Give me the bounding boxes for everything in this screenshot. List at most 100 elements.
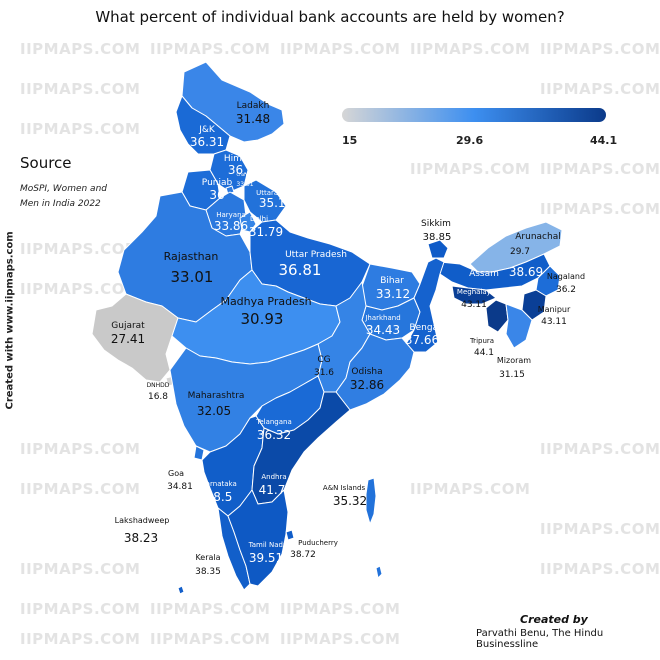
region-value-meghalaya: 43.11 bbox=[461, 300, 487, 310]
region-name-jharkhand: Jharkhand bbox=[364, 314, 400, 322]
region-an bbox=[375, 565, 383, 579]
watermark: IIPMAPS.COM bbox=[540, 40, 660, 58]
legend-max-label: 44.1 bbox=[590, 134, 618, 147]
region-name-chandigarh: Chandigarh bbox=[236, 172, 260, 177]
region-value-arunachal: 29.7 bbox=[510, 247, 530, 257]
watermark: IIPMAPS.COM bbox=[20, 480, 141, 498]
region-value-mizoram: 31.15 bbox=[499, 370, 525, 380]
credit-text: Parvathi Benu, The Hindu Businessline bbox=[476, 628, 604, 650]
region-name-lakshadweep: Lakshadweep bbox=[115, 516, 170, 525]
watermark: IIPMAPS.COM bbox=[150, 600, 271, 618]
region-gujarat bbox=[91, 293, 179, 383]
region-value-karnataka: 38.5 bbox=[206, 490, 233, 504]
legend-gradient-bar bbox=[342, 108, 606, 122]
region-odisha bbox=[335, 333, 415, 411]
watermark: IIPMAPS.COM bbox=[280, 630, 401, 648]
watermark: IIPMAPS.COM bbox=[20, 560, 141, 578]
watermark: IIPMAPS.COM bbox=[540, 200, 660, 218]
region-value-uttarakhand: 35.13 bbox=[259, 196, 293, 210]
region-value-tn: 39.51 bbox=[249, 551, 283, 565]
region-name-telangana: Telangana bbox=[255, 418, 292, 426]
region-value-tripura: 44.1 bbox=[474, 348, 494, 358]
region-value-odisha: 32.86 bbox=[350, 378, 384, 392]
region-name-up: Uttar Pradesh bbox=[285, 250, 347, 260]
legend-mid-label: 29.6 bbox=[456, 134, 484, 147]
region-value-cg: 31.6 bbox=[314, 368, 334, 378]
region-name-gujarat: Gujarat bbox=[111, 321, 145, 331]
region-name-puducherry: Puducherry bbox=[298, 539, 338, 547]
region-name-manipur: Manipur bbox=[538, 305, 571, 314]
source-text: MoSPI, Women and Men in India 2022 bbox=[20, 184, 107, 209]
region-tn bbox=[227, 489, 289, 587]
region-name-sikkim: Sikkim bbox=[421, 219, 451, 229]
region-value-nagaland: 36.2 bbox=[556, 285, 576, 295]
region-value-up: 36.81 bbox=[279, 261, 322, 279]
region-value-manipur: 43.11 bbox=[541, 317, 567, 327]
region-name-nagaland: Nagaland bbox=[547, 272, 585, 281]
region-value-jk: 36.31 bbox=[190, 135, 224, 149]
watermark: IIPMAPS.COM bbox=[410, 480, 531, 498]
region-chandigarh bbox=[225, 185, 235, 195]
region-name-arunachal: Arunachal bbox=[515, 232, 560, 242]
region-name-assam: Assam bbox=[469, 269, 499, 279]
region-puducherry bbox=[285, 529, 295, 541]
region-name-odisha: Odisha bbox=[351, 367, 382, 377]
region-value-maharashtra: 32.05 bbox=[197, 404, 231, 418]
region-sikkim bbox=[427, 239, 449, 259]
watermark: IIPMAPS.COM bbox=[540, 160, 660, 178]
region-name-andhra: Andhra bbox=[261, 473, 286, 481]
region-value-telangana: 36.32 bbox=[257, 428, 291, 442]
region-name-uttarakhand: Uttarakhand bbox=[256, 189, 300, 197]
region-name-tripura: Tripura bbox=[469, 337, 494, 345]
region-value-goa: 34.81 bbox=[167, 482, 193, 492]
region-name-meghalaya: Meghalaya bbox=[457, 288, 495, 296]
watermark: IIPMAPS.COM bbox=[540, 440, 660, 458]
watermark: IIPMAPS.COM bbox=[280, 600, 401, 618]
region-value-puducherry: 38.72 bbox=[290, 550, 316, 560]
watermark: IIPMAPS.COM bbox=[20, 120, 141, 138]
region-value-bengal: 37.66 bbox=[405, 333, 439, 347]
region-name-kerala: Kerala bbox=[195, 553, 220, 562]
watermark: IIPMAPS.COM bbox=[540, 80, 660, 98]
watermark: IIPMAPS.COM bbox=[20, 280, 141, 298]
map-title: What percent of individual bank accounts… bbox=[95, 8, 565, 26]
credit-heading: Created by bbox=[520, 613, 588, 626]
watermark: IIPMAPS.COM bbox=[20, 80, 141, 98]
region-name-punjab: Punjab bbox=[202, 178, 233, 188]
region-name-goa: Goa bbox=[168, 469, 184, 478]
region-name-bihar: Bihar bbox=[380, 276, 404, 286]
watermark: IIPMAPS.COM bbox=[20, 240, 141, 258]
region-value-delhi: 31.79 bbox=[249, 225, 283, 239]
watermark: IIPMAPS.COM bbox=[540, 520, 660, 538]
watermark: IIPMAPS.COM bbox=[20, 600, 141, 618]
region-name-mp: Madhya Pradesh bbox=[220, 295, 311, 308]
region-name-haryana: Haryana bbox=[216, 211, 246, 219]
region-value-rajasthan: 33.01 bbox=[171, 268, 214, 286]
source-heading: Source bbox=[20, 154, 72, 172]
region-value-andhra: 41.7 bbox=[259, 483, 286, 497]
region-name-maharashtra: Maharashtra bbox=[188, 391, 245, 401]
watermark: IIPMAPS.COM bbox=[20, 40, 141, 58]
watermark: IIPMAPS.COM bbox=[410, 40, 531, 58]
region-name-an: A&N Islands bbox=[323, 484, 366, 492]
region-value-assam: 38.69 bbox=[509, 265, 543, 279]
region-value-gujarat: 27.41 bbox=[111, 332, 145, 346]
watermark: IIPMAPS.COM bbox=[410, 160, 531, 178]
region-value-sikkim: 38.85 bbox=[423, 232, 452, 243]
region-lakshadweep bbox=[177, 585, 185, 595]
watermark: IIPMAPS.COM bbox=[20, 630, 141, 648]
region-delhi bbox=[239, 211, 257, 233]
watermark: IIPMAPS.COM bbox=[150, 630, 271, 648]
region-an bbox=[365, 477, 377, 525]
region-name-ladakh: Ladakh bbox=[237, 101, 270, 111]
watermark: IIPMAPS.COM bbox=[150, 40, 271, 58]
region-name-mizoram: Mizoram bbox=[497, 356, 531, 365]
region-value-chandigarh: 33.51 bbox=[236, 181, 253, 188]
region-value-kerala: 38.35 bbox=[195, 567, 221, 577]
region-name-tn: Tamil Nadu bbox=[248, 541, 288, 549]
region-tripura bbox=[485, 299, 509, 333]
region-name-delhi: Delhi bbox=[250, 215, 268, 223]
region-name-rajasthan: Rajasthan bbox=[164, 250, 219, 263]
legend-min-label: 15 bbox=[342, 134, 358, 147]
